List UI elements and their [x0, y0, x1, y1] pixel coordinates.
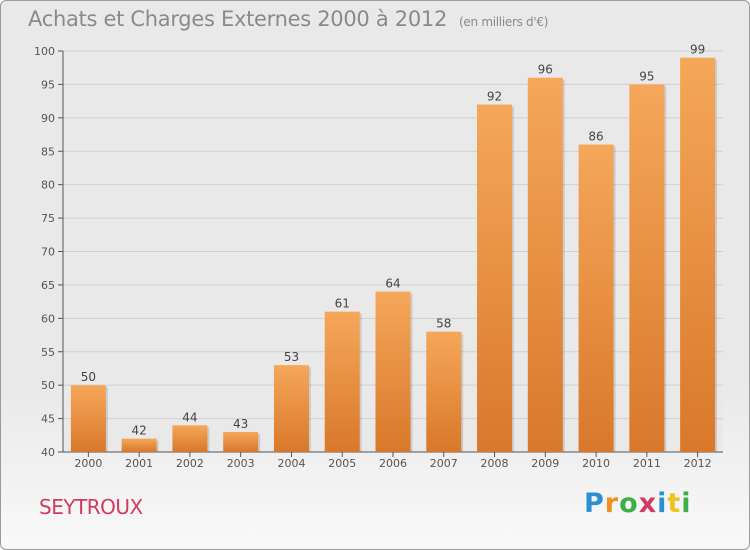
y-tick-label: 60 — [41, 312, 55, 325]
logo-letter: P — [584, 488, 605, 519]
y-tick-label: 55 — [41, 346, 55, 359]
logo-letter: o — [619, 488, 639, 519]
y-tick-label: 90 — [41, 112, 55, 125]
y-tick-label: 70 — [41, 246, 55, 259]
value-label: 99 — [690, 43, 705, 57]
y-tick-label: 80 — [41, 179, 55, 192]
x-tick-label: 2006 — [379, 457, 407, 470]
value-label: 44 — [182, 410, 197, 424]
x-tick-label: 2007 — [430, 457, 458, 470]
value-label: 50 — [81, 370, 96, 384]
logo-letter: i — [681, 488, 692, 519]
x-tick-label: 2008 — [481, 457, 509, 470]
value-label: 92 — [487, 89, 502, 103]
bar — [172, 425, 208, 452]
y-tick-label: 40 — [41, 446, 55, 459]
x-tick-label: 2000 — [74, 457, 102, 470]
logo-letter: r — [604, 488, 620, 519]
bar — [477, 104, 513, 452]
bar — [273, 365, 309, 452]
value-label: 64 — [385, 277, 400, 291]
bar — [121, 438, 157, 452]
bar — [527, 77, 563, 452]
y-tick-label: 65 — [41, 279, 55, 292]
chart-title: Achats et Charges Externes 2000 à 2012 (e… — [28, 7, 548, 31]
x-tick-label: 2005 — [328, 457, 356, 470]
bar — [375, 291, 411, 452]
logo-letter: i — [657, 488, 668, 519]
commune-name: SEYTROUX — [39, 495, 143, 519]
y-tick-label: 95 — [41, 78, 55, 91]
value-label: 96 — [538, 63, 553, 77]
bar — [426, 331, 462, 452]
value-label: 95 — [639, 69, 654, 83]
y-tick-label: 75 — [41, 212, 55, 225]
value-label: 61 — [335, 297, 350, 311]
x-tick-label: 2009 — [531, 457, 559, 470]
logo-letter: x — [638, 488, 658, 519]
bar — [223, 431, 259, 452]
y-tick-label: 100 — [34, 45, 55, 58]
y-tick-label: 85 — [41, 145, 55, 158]
x-tick-label: 2010 — [582, 457, 610, 470]
value-label: 53 — [284, 350, 299, 364]
bar — [629, 84, 665, 453]
bar — [324, 311, 360, 452]
value-label: 42 — [132, 424, 147, 438]
value-label: 86 — [588, 130, 603, 144]
x-tick-label: 2012 — [684, 457, 712, 470]
x-tick-label: 2001 — [125, 457, 153, 470]
logo-letter: t — [667, 488, 682, 519]
y-tick-label: 50 — [41, 379, 55, 392]
x-tick-label: 2002 — [176, 457, 204, 470]
bar — [578, 144, 614, 453]
x-tick-label: 2004 — [277, 457, 305, 470]
value-label: 58 — [436, 317, 451, 331]
x-tick-label: 2011 — [633, 457, 661, 470]
value-label: 43 — [233, 417, 248, 431]
title-unit: (en milliers d'€) — [459, 15, 549, 29]
title-text: Achats et Charges Externes 2000 à 2012 — [28, 7, 448, 31]
bar — [70, 385, 106, 452]
y-tick-label: 45 — [41, 413, 55, 426]
bar — [680, 57, 716, 452]
proxiti-logo[interactable]: Proxiti — [584, 488, 692, 519]
x-tick-label: 2003 — [227, 457, 255, 470]
